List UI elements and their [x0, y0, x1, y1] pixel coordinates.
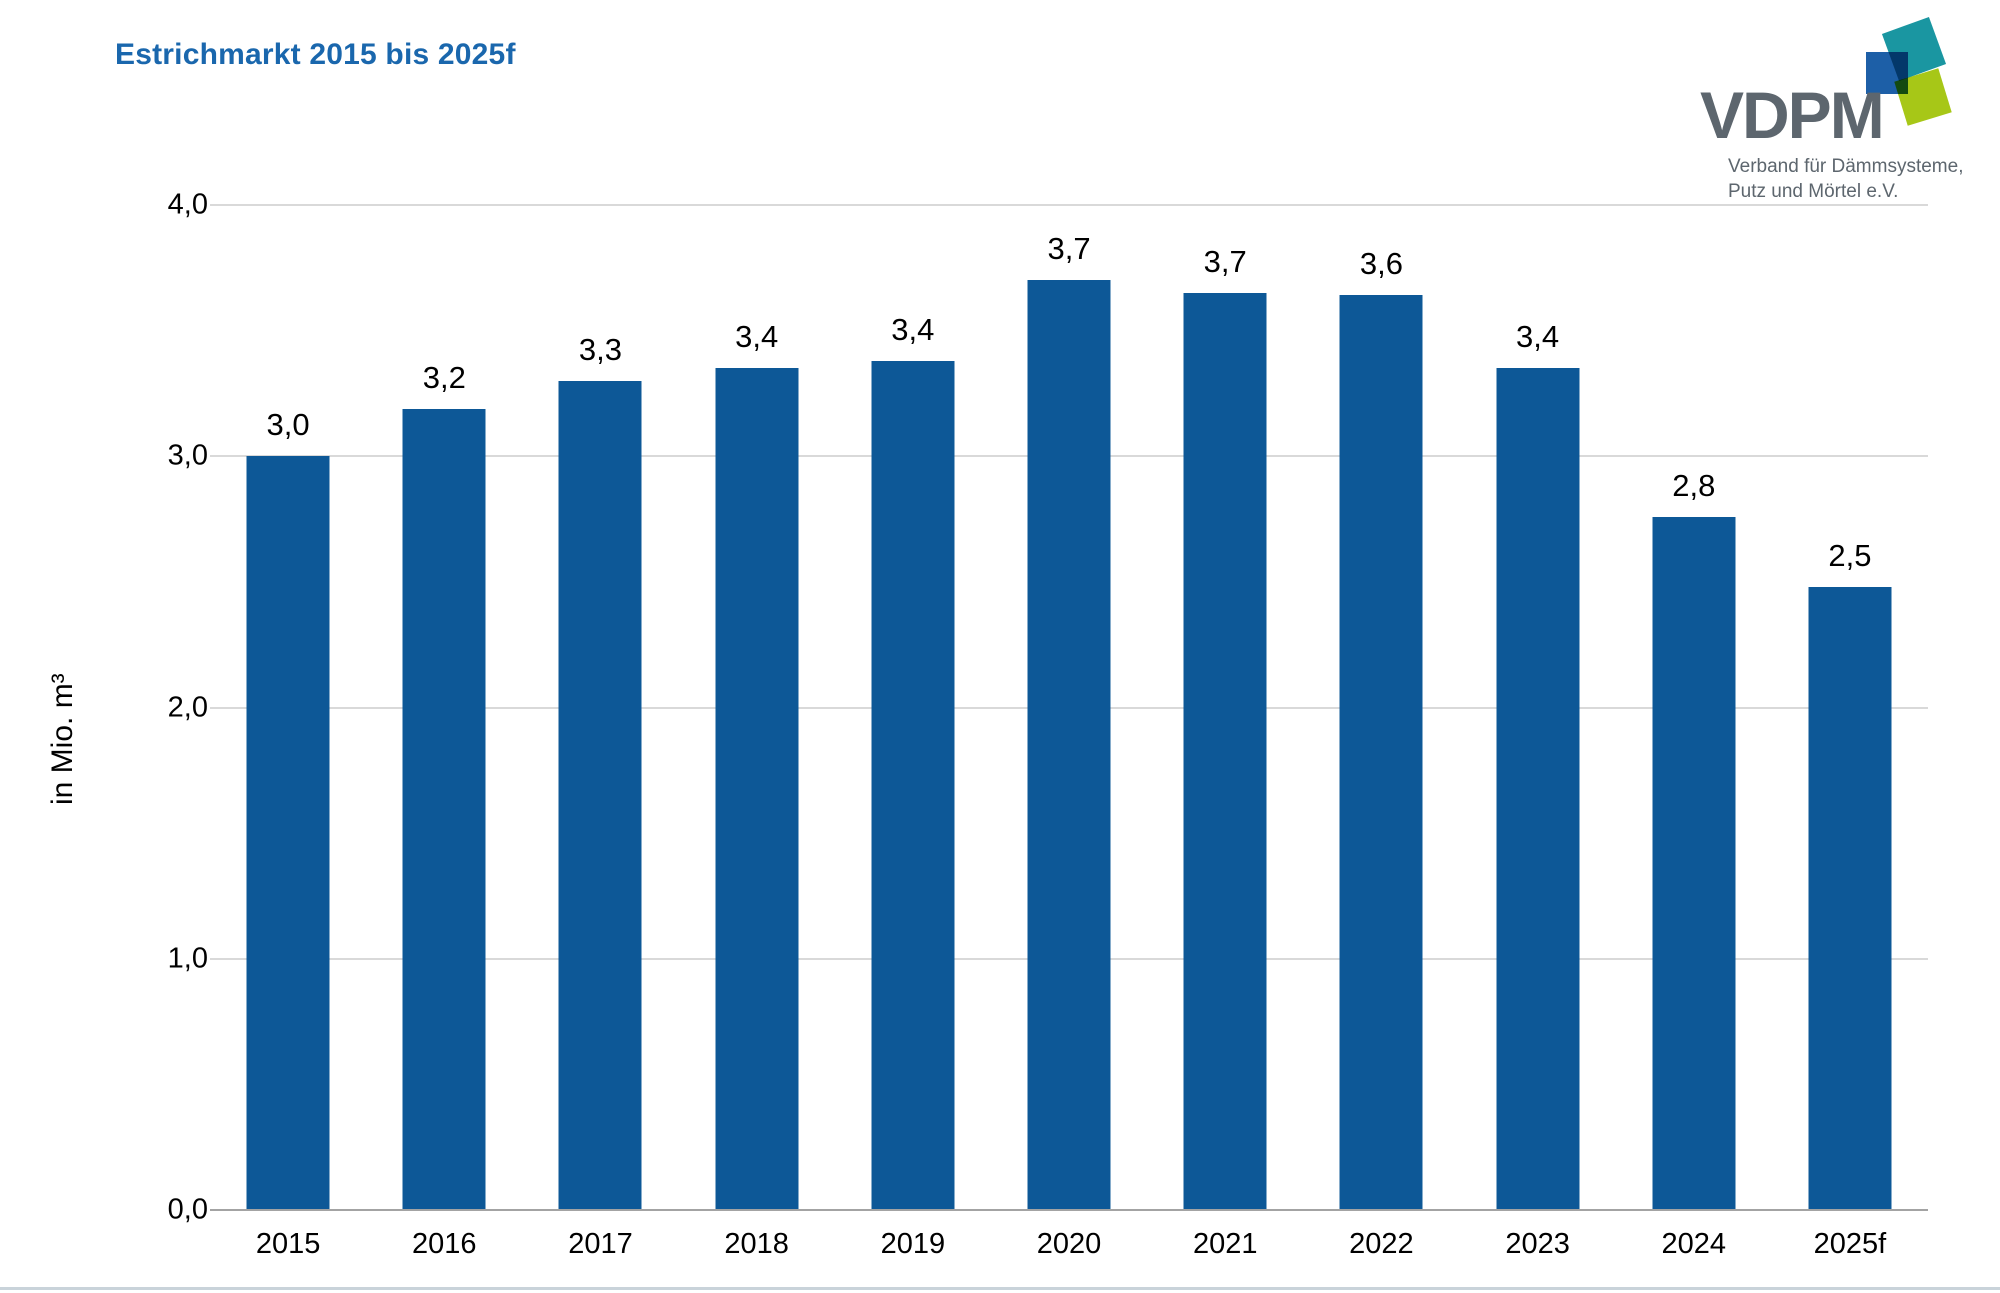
- bar-2024: [1652, 516, 1736, 1210]
- x-tick-label: 2025f: [1813, 1228, 1887, 1260]
- bar-2025f: [1808, 586, 1892, 1210]
- bar-value-label: 3,4: [891, 311, 935, 347]
- bar-value-label: 2,8: [1672, 467, 1716, 503]
- y-tick-label: 4,0: [167, 188, 208, 221]
- bar-2019: [871, 360, 955, 1210]
- plot-area: 3,0 3,2 3,3 3,4 3,4 3,7 3,7 3,6 3,4 2,8 2,5: [210, 204, 1928, 1211]
- x-tick-label: 2023: [1505, 1228, 1570, 1260]
- x-axis-tick-labels: 2015 2016 2017 2018 2019 2020 2021 2022 2023 2024…: [210, 1228, 1928, 1261]
- page-title: Estrichmarkt 2015 bis 2025f: [115, 38, 516, 71]
- bar-column-2016: 3,2: [366, 205, 522, 1210]
- bar-value-label: 3,6: [1359, 246, 1403, 282]
- x-tick-label: 2019: [880, 1228, 946, 1260]
- x-tick-label: 2021: [1192, 1228, 1258, 1260]
- bar-column-2020: 3,7: [991, 205, 1147, 1210]
- bar-value-label: 3,3: [578, 331, 623, 367]
- vdpm-subtitle-line2: Putz und Mörtel e.V.: [1728, 181, 1899, 202]
- bar-value-label: 3,2: [422, 359, 466, 395]
- bar-column-2017: 3,3: [522, 205, 678, 1210]
- bar-column-2025f: 2,5: [1772, 205, 1928, 1210]
- bar-2015: [246, 456, 330, 1210]
- bar-value-label: 3,7: [1203, 243, 1247, 279]
- bar-2018: [715, 368, 799, 1210]
- bar-value-label: 3,0: [266, 407, 310, 443]
- y-axis-tick-labels: 0,0 1,0 2,0 3,0 4,0: [58, 190, 208, 1224]
- bar-2023: [1496, 368, 1580, 1210]
- vdpm-wordmark: VDPM: [1700, 78, 1885, 152]
- bar-column-2023: 3,4: [1460, 205, 1616, 1210]
- vdpm-subtitle: Verband für Dämmsysteme, Putz und Mörtel…: [1728, 154, 1963, 204]
- bar-column-2019: 3,4: [835, 205, 991, 1210]
- x-tick-label: 2022: [1349, 1228, 1414, 1260]
- x-tick-label: 2018: [724, 1228, 789, 1260]
- bar-value-label: 2,5: [1828, 537, 1872, 573]
- bar-value-label: 3,4: [1516, 319, 1560, 355]
- bar-2016: [402, 408, 486, 1210]
- bar-column-2021: 3,7: [1147, 205, 1303, 1210]
- x-tick-label: 2015: [255, 1228, 321, 1260]
- bar-2021: [1183, 292, 1267, 1210]
- bar-2020: [1027, 280, 1111, 1210]
- x-axis-line: [210, 1209, 1928, 1211]
- gridline: [210, 204, 1928, 206]
- bar-column-2018: 3,4: [679, 205, 835, 1210]
- bar-column-2022: 3,6: [1303, 205, 1459, 1210]
- bar-2022: [1339, 295, 1423, 1210]
- y-tick-label: 3,0: [167, 439, 208, 472]
- x-tick-label: 2016: [412, 1228, 477, 1260]
- x-tick-label: 2020: [1036, 1228, 1102, 1260]
- bar-value-label: 3,7: [1047, 231, 1091, 267]
- y-tick-label: 0,0: [167, 1193, 208, 1226]
- x-tick-label: 2017: [568, 1228, 633, 1260]
- y-tick-label: 2,0: [167, 691, 208, 723]
- bar-value-label: 3,4: [735, 319, 779, 355]
- vdpm-logo-squares: [1700, 12, 1990, 152]
- slide-bottom-border: [0, 1287, 2000, 1290]
- bar-column-2015: 3,0: [210, 205, 366, 1210]
- bar-series: 3,0 3,2 3,3 3,4 3,4 3,7 3,7 3,6 3,4 2,8 2,5: [210, 205, 1928, 1210]
- x-tick-label: 2024: [1661, 1228, 1727, 1260]
- vdpm-logo: VDPM Verband für Dämmsysteme, Putz und M…: [1700, 12, 1990, 202]
- bar-2017: [558, 380, 642, 1210]
- y-tick-label: 1,0: [167, 942, 208, 975]
- bar-column-2024: 2,8: [1616, 205, 1772, 1210]
- vdpm-subtitle-line1: Verband für Dämmsysteme,: [1728, 156, 1964, 177]
